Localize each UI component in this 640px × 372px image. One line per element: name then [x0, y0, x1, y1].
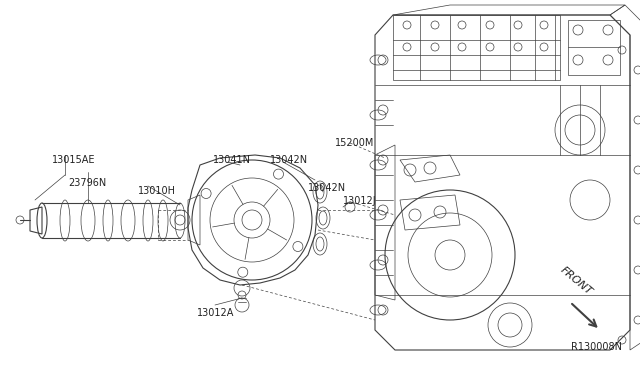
Text: 13015AE: 13015AE	[52, 155, 95, 165]
Text: 13012A: 13012A	[197, 308, 234, 318]
Text: 13042N: 13042N	[308, 183, 346, 193]
Text: 13012J: 13012J	[343, 196, 376, 206]
Text: 23796N: 23796N	[68, 178, 106, 188]
Text: 13041N: 13041N	[213, 155, 251, 165]
Text: FRONT: FRONT	[558, 265, 593, 297]
Text: 15200M: 15200M	[335, 138, 374, 148]
Text: R130008N: R130008N	[572, 342, 623, 352]
Text: 13010H: 13010H	[138, 186, 176, 196]
Text: 13042N: 13042N	[270, 155, 308, 165]
